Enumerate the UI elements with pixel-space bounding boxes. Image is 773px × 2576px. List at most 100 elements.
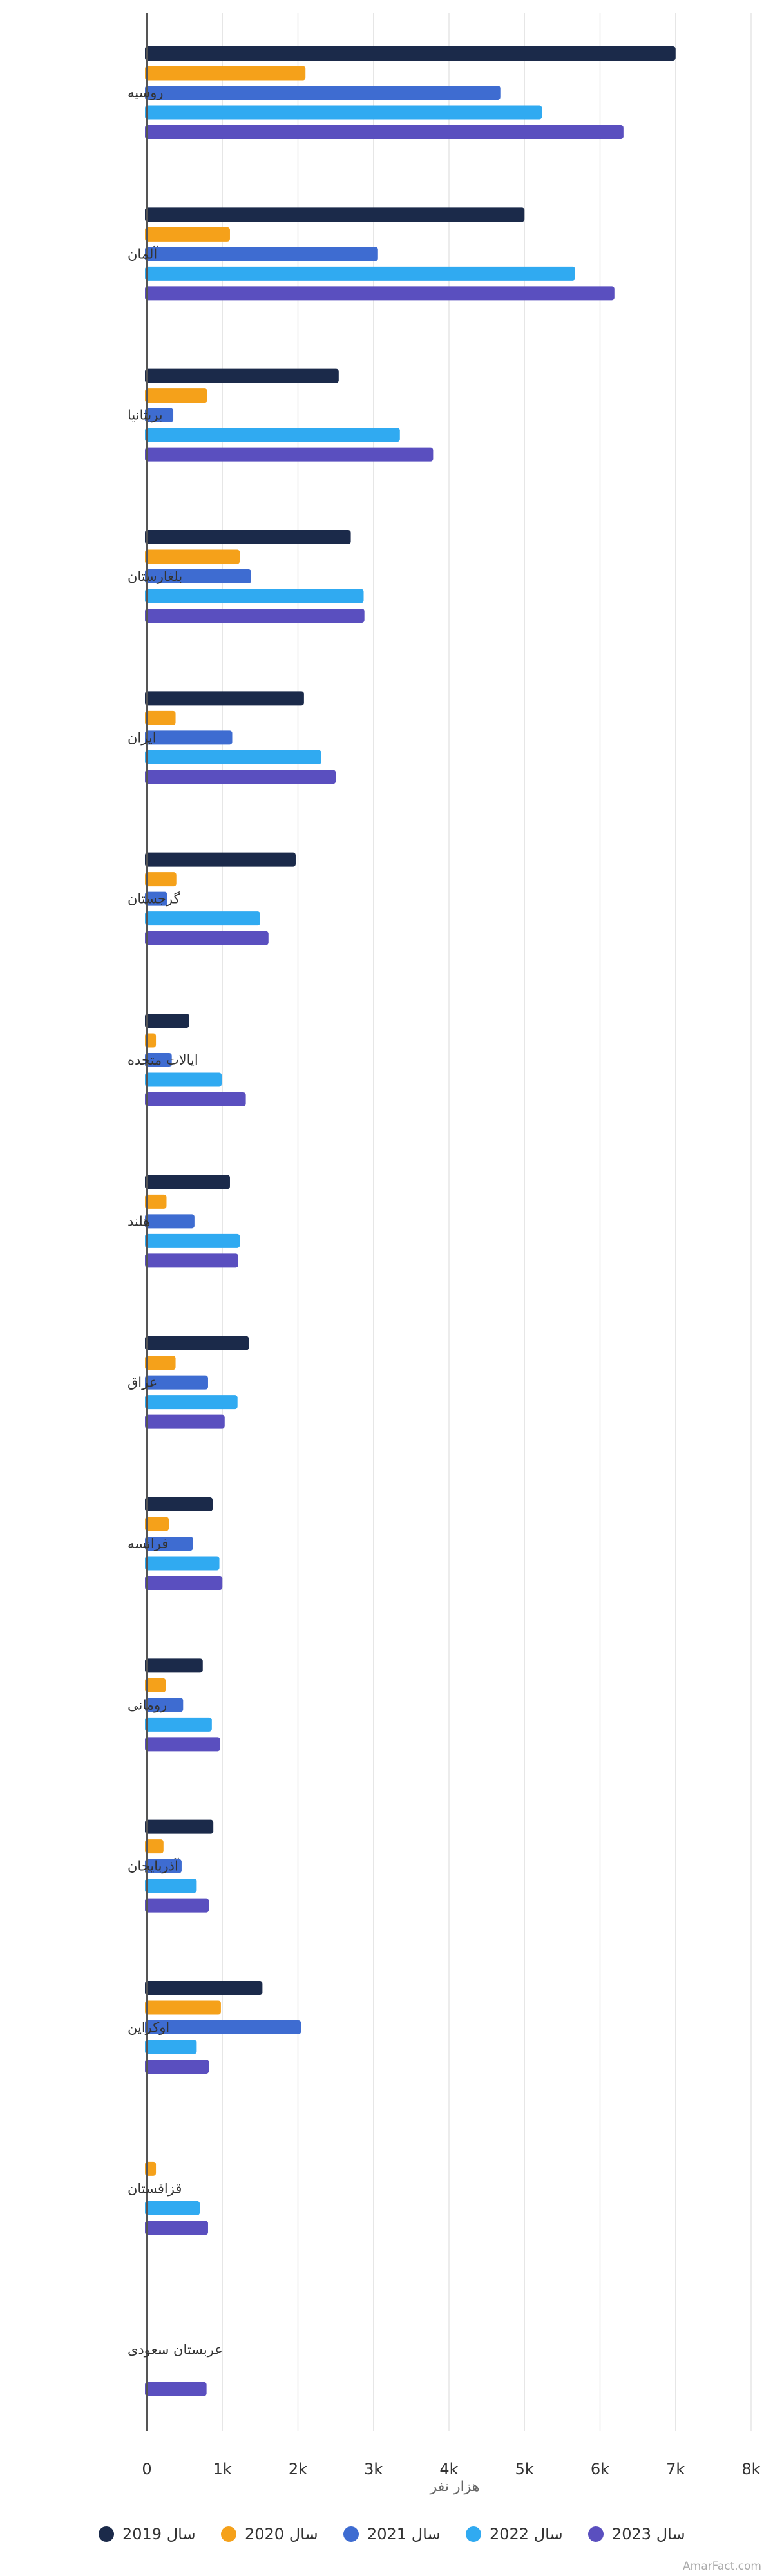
bar: [145, 1819, 214, 1834]
legend-marker: [99, 2526, 114, 2542]
bar: [145, 1879, 197, 1893]
bar: [145, 1678, 166, 1692]
bar: [145, 1033, 157, 1048]
x-tick-label: 8k: [741, 2460, 760, 2478]
bar: [145, 1414, 225, 1429]
x-tick-label: 4k: [439, 2460, 458, 2478]
bar: [145, 1737, 220, 1752]
x-tick-label: 6k: [591, 2460, 609, 2478]
legend-label: سال 2023: [612, 2525, 685, 2543]
x-axis-title: هزار نفر: [430, 2479, 480, 2495]
legend-item[interactable]: سال 2021: [343, 2525, 441, 2543]
bar: [145, 1717, 212, 1732]
bar: [145, 207, 525, 222]
bar: [145, 1233, 240, 1248]
bar: [145, 105, 542, 120]
bar: [145, 247, 378, 261]
legend-marker: [588, 2526, 604, 2542]
bar: [145, 125, 624, 139]
legend-label: سال 2021: [367, 2525, 441, 2543]
x-tick-label: 2k: [289, 2460, 307, 2478]
category-label: هلند: [128, 1213, 150, 1229]
bar: [145, 589, 364, 603]
bar: [145, 1517, 169, 1531]
bar: [145, 46, 676, 61]
bar: [145, 447, 434, 462]
bar: [145, 1576, 223, 1590]
legend-item[interactable]: سال 2022: [466, 2525, 563, 2543]
bar: [145, 1497, 213, 1511]
legend-marker: [466, 2526, 481, 2542]
bar: [145, 408, 174, 422]
category-label: ایالات متحده: [128, 1052, 198, 1068]
bar: [145, 609, 365, 623]
legend-marker: [221, 2526, 236, 2542]
bar: [145, 1556, 220, 1571]
category-label: گرجستان: [128, 891, 180, 907]
bar: [145, 1375, 208, 1390]
bar: [145, 1014, 189, 1028]
bar: [145, 1395, 238, 1410]
bar: [145, 549, 240, 564]
bar: [145, 2161, 157, 2176]
bars: [145, 46, 676, 2396]
bar: [145, 286, 615, 301]
bar: [145, 2000, 221, 2015]
legend-label: سال 2022: [490, 2525, 563, 2543]
bar: [145, 86, 501, 100]
bar: [145, 1194, 167, 1209]
bar: [145, 1859, 182, 1873]
bar: [145, 1092, 246, 1106]
bar: [145, 891, 167, 906]
bar: [145, 872, 177, 887]
x-axis-ticks: 0 1k 2k 3k 4k 5k 6k 7k 8k: [142, 2460, 760, 2478]
bar: [145, 710, 176, 725]
bar: [145, 1072, 222, 1087]
category-label: بلغارستان: [128, 569, 182, 584]
bar: [145, 2221, 208, 2235]
bar: [145, 1253, 238, 1268]
category-label: روسیه: [128, 85, 163, 100]
bar: [145, 1175, 230, 1189]
category-labels: روسیه آلمان بریتانیا بلغارستان ایران گرجستان ا…: [128, 85, 223, 2358]
bar: [145, 852, 296, 867]
bar: [145, 911, 260, 926]
bar: [145, 227, 230, 242]
bar: [145, 1898, 209, 1913]
category-label: اوکراین: [128, 2020, 169, 2035]
bar: [145, 1356, 176, 1370]
bar: [145, 931, 269, 945]
bar: [145, 2040, 197, 2054]
legend-item[interactable]: سال 2019: [99, 2525, 196, 2543]
credit-text: AmarFact.com: [683, 2560, 761, 2573]
bar: [145, 1336, 249, 1350]
category-label: عربستان سعودی: [128, 2342, 223, 2358]
bar: [145, 428, 400, 442]
bar: [145, 1053, 172, 1067]
bar: [145, 730, 233, 745]
bar: [145, 1981, 263, 1995]
x-tick-label: 3k: [364, 2460, 383, 2478]
legend-marker: [343, 2526, 359, 2542]
bar: [145, 388, 207, 403]
category-label: ایران: [128, 730, 157, 745]
legend-item[interactable]: سال 2020: [221, 2525, 318, 2543]
bar: [145, 530, 351, 544]
bar: [145, 1214, 195, 1229]
category-label: بریتانیا: [128, 408, 163, 423]
bar: [145, 2020, 301, 2034]
legend-label: سال 2020: [245, 2525, 318, 2543]
legend-item[interactable]: سال 2023: [588, 2525, 685, 2543]
bar: [145, 691, 304, 706]
legend[interactable]: سال 2019 سال 2020 سال 2021 سال 2022 سال 2023: [99, 2525, 685, 2543]
x-tick-label: 7k: [666, 2460, 685, 2478]
bar: [145, 1839, 164, 1854]
bar: [145, 266, 575, 281]
category-label: رومانی: [128, 1697, 167, 1712]
x-tick-label: 0: [142, 2460, 151, 2478]
category-label: فرانسه: [128, 1536, 168, 1551]
bar: [145, 750, 321, 764]
bar: [145, 66, 306, 80]
bar: [145, 2201, 200, 2215]
category-label: عراق: [128, 1375, 157, 1390]
